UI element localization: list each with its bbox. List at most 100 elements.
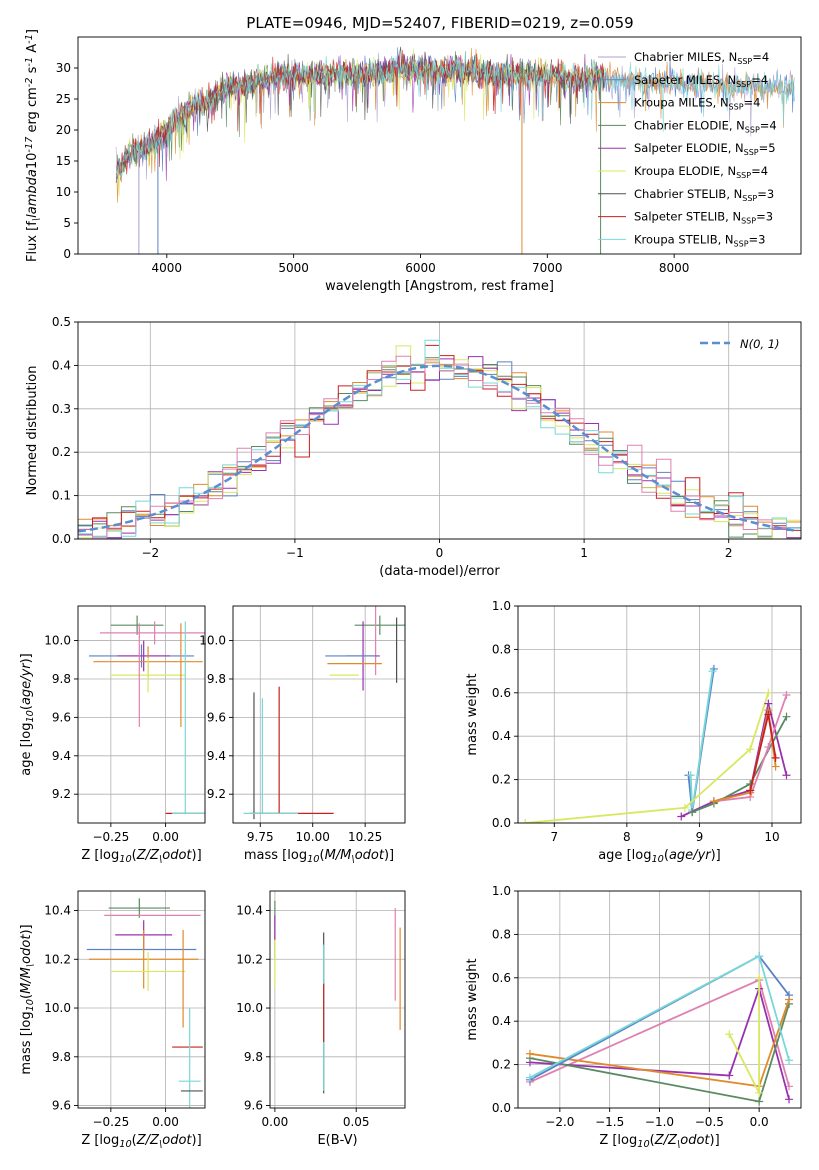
- y-tick-label: 9.6: [244, 1099, 263, 1113]
- legend-label: Kroupa ELODIE, NSSP=4: [634, 164, 768, 180]
- x-tick-label: 10.00: [296, 830, 330, 844]
- weight-marker: [771, 753, 780, 762]
- weight-marker: [785, 1056, 794, 1065]
- weight-marker: [677, 812, 686, 821]
- weight-marker: [746, 786, 755, 795]
- axes-frame: [77, 36, 802, 255]
- weight-marker: [525, 1049, 534, 1058]
- plot-area: [115, 46, 795, 254]
- y-tick-label: 10.4: [44, 904, 71, 918]
- x-tick-label: −0.25: [92, 830, 129, 844]
- weight-marker: [708, 667, 717, 676]
- y-tick-label: 0.4: [52, 358, 71, 372]
- mass-vs-Z-panel: −0.25 0.00 9.6 9.8 10.0 10.2 10.4 Z [log10(Z/Z\…: [19, 890, 206, 1150]
- weight-marker: [785, 1095, 794, 1104]
- y-tick-label: 0.8: [492, 642, 511, 656]
- weight-marker: [755, 1097, 764, 1106]
- x-axis-label: Z [log10(Z/Z\odot)]: [81, 848, 201, 865]
- x-tick-label: −2: [141, 546, 159, 560]
- weight-marker: [764, 743, 773, 752]
- y-tick-label: 10.0: [199, 634, 226, 648]
- weight-marker: [680, 803, 689, 812]
- x-tick-label: 7000: [532, 261, 563, 275]
- y-tick-label: 9.6: [207, 710, 226, 724]
- axes-frame: [269, 890, 406, 1109]
- x-tick-label: 5000: [278, 261, 309, 275]
- weight-marker: [782, 712, 791, 721]
- age-vs-Z-panel: −0.25 0.00 9.2 9.4 9.6 9.8 10.0 Z [log10(Z/Z\od…: [19, 605, 206, 865]
- y-tick-label: 9.8: [207, 672, 226, 686]
- y-tick-label: 0.3: [52, 402, 71, 416]
- plot-area: [274, 900, 401, 1094]
- y-tick-label: 9.8: [52, 1050, 71, 1064]
- age-vs-mass-panel: 9.75 10.00 10.25 9.2 9.4 9.6 9.8 10.0 mass [log1…: [199, 605, 406, 865]
- y-tick-label: 1.0: [492, 884, 511, 898]
- legend-label: Salpeter ELODIE, NSSP=5: [634, 141, 776, 157]
- x-tick-label: −1.5: [595, 1115, 624, 1129]
- x-tick-label: 9: [696, 830, 704, 844]
- weight-vs-Z-panel: −2.0 −1.5 −1.0 −0.5 0.0 0.0 0.2 0.4 0.6 0.8 1.0 Z […: [465, 884, 802, 1150]
- histogram-step: [78, 339, 801, 539]
- weight-marker: [764, 688, 773, 697]
- x-tick-label: 9.75: [247, 830, 274, 844]
- x-tick-label: 0.05: [343, 1115, 370, 1129]
- legend-label: Chabrier STELIB, NSSP=3: [634, 187, 774, 203]
- y-axis-label: Flux [f\lambda10-17 erg cm-2 s-1 A-1]: [24, 29, 42, 262]
- plot-area: [243, 606, 405, 820]
- legend-label: N(0, 1): [740, 337, 780, 351]
- weight-line: [713, 694, 788, 803]
- y-tick-label: 9.6: [52, 1099, 71, 1113]
- y-tick-label: 9.4: [207, 749, 226, 763]
- weight-marker: [725, 1030, 734, 1039]
- weight-marker: [771, 762, 780, 771]
- legend-label: Kroupa STELIB, NSSP=3: [634, 232, 765, 248]
- weight-marker: [755, 952, 764, 961]
- y-tick-label: 9.8: [52, 672, 71, 686]
- y-tick-label: 0.2: [52, 445, 71, 459]
- y-tick-label: 9.2: [52, 787, 71, 801]
- y-tick-label: 0.8: [492, 927, 511, 941]
- x-axis-label: mass [log10(M/M\odot)]: [244, 848, 394, 865]
- y-tick-label: 25: [56, 92, 71, 106]
- y-tick-label: 9.6: [52, 710, 71, 724]
- y-tick-label: 5: [63, 216, 71, 230]
- x-tick-label: 2: [725, 546, 733, 560]
- y-tick-label: 0.2: [492, 773, 511, 787]
- axes-frame: [232, 605, 406, 824]
- mass-vs-EBV-panel: 0.00 0.05 9.6 9.8 10.0 10.2 10.4 E(B-V): [236, 890, 406, 1148]
- x-tick-label: 8000: [659, 261, 690, 275]
- y-tick-label: 20: [56, 123, 71, 137]
- y-tick-label: 9.2: [207, 787, 226, 801]
- legend-label: Chabrier ELODIE, NSSP=4: [634, 118, 777, 134]
- y-tick-label: 0.0: [52, 532, 71, 546]
- weight-marker: [725, 1071, 734, 1080]
- x-tick-label: 7: [550, 830, 558, 844]
- plot-area: [78, 339, 801, 539]
- x-axis-label: age [log10(age/yr)]: [598, 848, 721, 865]
- weight-marker: [782, 690, 791, 699]
- weight-marker: [755, 1088, 764, 1097]
- weight-marker: [525, 1073, 534, 1082]
- x-tick-label: 4000: [152, 261, 183, 275]
- y-axis-label: mass [log10(M/M\odot)]: [19, 924, 36, 1074]
- y-tick-label: 0.5: [52, 315, 71, 329]
- weight-line: [525, 692, 770, 823]
- legend-label: Salpeter MILES, NSSP=4: [634, 73, 768, 89]
- y-tick-label: 9.8: [244, 1050, 263, 1064]
- weight-marker: [785, 991, 794, 1000]
- y-axis-label: age [log10(age/yr)]: [19, 653, 36, 776]
- x-axis-label: E(B-V): [317, 1133, 357, 1148]
- x-tick-label: −2.0: [545, 1115, 574, 1129]
- axes-frame: [517, 605, 802, 824]
- plot-area: [88, 615, 205, 814]
- x-tick-label: 0: [436, 546, 444, 560]
- y-tick-label: 0.0: [492, 1101, 511, 1115]
- x-tick-label: 8: [623, 830, 631, 844]
- weight-marker: [688, 808, 697, 817]
- weight-vs-age-panel: 7 8 9 10 0.0 0.2 0.4 0.6 0.8 1.0 age [log10(age/yr…: [465, 599, 802, 865]
- y-tick-label: 0.1: [52, 489, 71, 503]
- weight-marker: [764, 710, 773, 719]
- legend-label: Salpeter STELIB, NSSP=3: [634, 210, 773, 226]
- weight-marker: [686, 771, 695, 780]
- x-tick-label: −1.0: [645, 1115, 674, 1129]
